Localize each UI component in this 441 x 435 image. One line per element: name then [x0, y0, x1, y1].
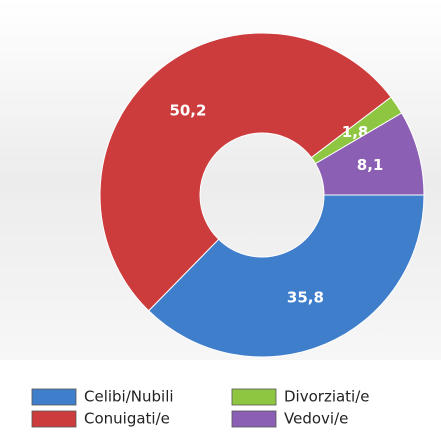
legend: Celibi/Nubili Conuigati/e Divorziati/e Vedo… — [31, 388, 370, 428]
legend-label: Divorziati/e — [284, 388, 370, 406]
legend-label: Conuigati/e — [84, 410, 170, 428]
legend-swatch — [231, 410, 277, 428]
legend-swatch — [31, 410, 77, 428]
legend-label: Vedovi/e — [284, 410, 348, 428]
slice — [314, 112, 425, 196]
legend-swatch — [231, 388, 277, 406]
slice — [147, 194, 425, 358]
legend-swatch — [31, 388, 77, 406]
value-label: 8,1 — [357, 156, 384, 174]
slice — [99, 32, 392, 312]
donut: 35,850,21,88,1 — [99, 32, 425, 358]
value-label: 35,8 — [287, 289, 324, 307]
legend-label: Celibi/Nubili — [84, 388, 174, 406]
value-label: 50,2 — [169, 101, 206, 119]
